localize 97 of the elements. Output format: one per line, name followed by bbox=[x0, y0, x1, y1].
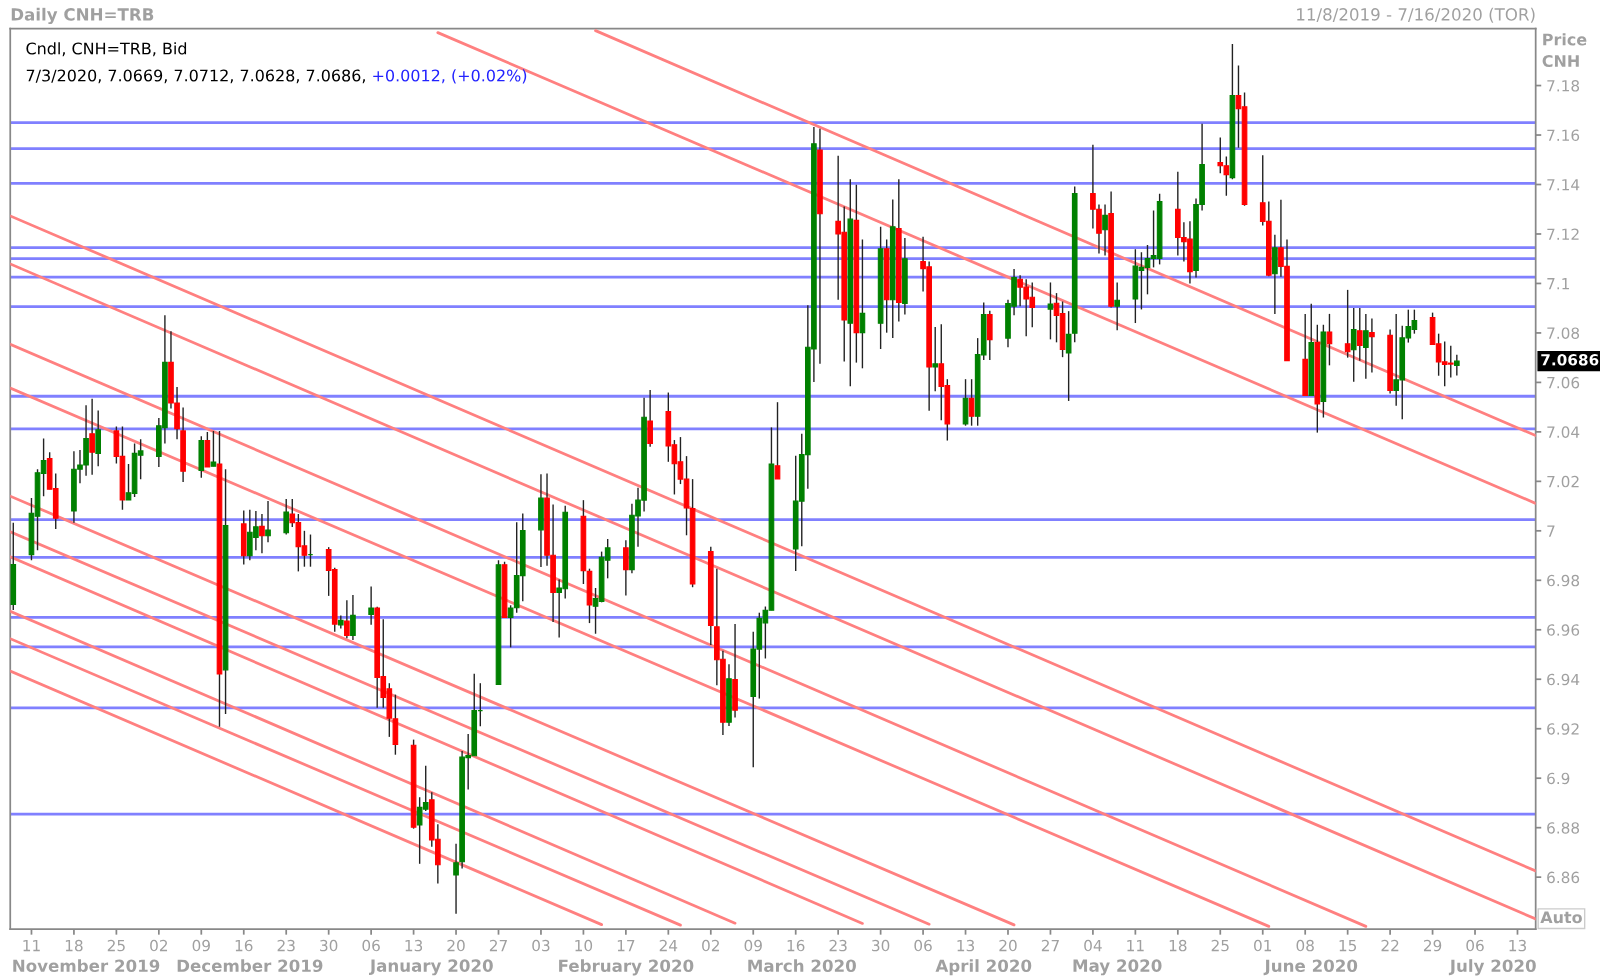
x-tick-label: 16 bbox=[235, 939, 253, 952]
candlestick bbox=[210, 430, 217, 467]
candlestick bbox=[344, 599, 350, 639]
x-tick-label: 30 bbox=[872, 939, 890, 952]
candlestick bbox=[283, 498, 290, 536]
candlestick bbox=[1454, 354, 1460, 377]
y-tick-label: 6.94 bbox=[1547, 673, 1580, 686]
candlestick bbox=[259, 513, 265, 555]
text: Auto bbox=[1540, 911, 1582, 924]
candlestick bbox=[1344, 289, 1351, 359]
candlestick bbox=[774, 401, 781, 480]
y-tick-label: 7.06 bbox=[1547, 376, 1580, 389]
annotation: +0.0012, (+0.02%) bbox=[373, 69, 527, 84]
candlestick bbox=[1350, 307, 1357, 383]
x-tick-label: 10 bbox=[575, 939, 593, 952]
x-tick-label: 23 bbox=[277, 939, 295, 952]
x-tick-label: 25 bbox=[107, 939, 125, 952]
x-tick-label: 25 bbox=[1211, 939, 1229, 952]
x-tick-label: 20 bbox=[447, 939, 465, 952]
x-tick-label: 06 bbox=[914, 939, 932, 952]
x-tick-label: 02 bbox=[702, 939, 719, 952]
y-tick-label: 6.98 bbox=[1547, 574, 1580, 587]
x-tick-label: 29 bbox=[1423, 939, 1442, 952]
chart-title: Daily CNH=TRB bbox=[11, 7, 154, 25]
x2-tick-label: November 2019 bbox=[13, 959, 160, 973]
x-tick-label: 18 bbox=[1169, 939, 1187, 952]
y-tick-label: 7 bbox=[1547, 525, 1555, 537]
annotation: 7/3/2020, 7.0669, 7.0712, 7.0628, 7.0686, bbox=[26, 69, 365, 84]
x-tick-label: 02 bbox=[150, 939, 168, 952]
x-tick-label: 04 bbox=[1084, 939, 1102, 952]
x-tick-label: 30 bbox=[320, 939, 338, 952]
y-tick-label: 6.96 bbox=[1547, 624, 1580, 636]
y-axis-title: Price CNH bbox=[1542, 33, 1587, 68]
y-tick-label: 6.86 bbox=[1547, 871, 1580, 884]
candlestick bbox=[1114, 281, 1120, 331]
x-tick-label: 27 bbox=[489, 939, 507, 952]
x-tick-label: 13 bbox=[957, 939, 975, 952]
candlestick bbox=[1369, 317, 1375, 374]
x-tick-label: 22 bbox=[1381, 939, 1399, 952]
y-tick-label: 7.04 bbox=[1547, 426, 1580, 438]
candlestick bbox=[1326, 313, 1333, 367]
x2-tick-label: January 2020 bbox=[369, 959, 493, 976]
x-tick-label: 09 bbox=[192, 939, 210, 952]
x2-tick-label: December 2019 bbox=[177, 959, 323, 973]
x-tick-label: 15 bbox=[1339, 939, 1357, 952]
y-tick-label: 7.14 bbox=[1547, 179, 1580, 191]
x-tick-label: 06 bbox=[362, 939, 380, 952]
y-tick-label: 7.08 bbox=[1547, 327, 1580, 339]
y-tick-label: 7.16 bbox=[1547, 129, 1580, 142]
candlestick bbox=[95, 409, 102, 467]
candlestick bbox=[968, 378, 975, 427]
x-tick-label: 27 bbox=[1041, 939, 1059, 952]
x-tick-label: 11 bbox=[23, 939, 40, 952]
y-tick-label: 7.18 bbox=[1547, 80, 1580, 92]
candlestick bbox=[265, 500, 271, 543]
y-tick-label: 7.1 bbox=[1547, 278, 1569, 290]
y-tick-label: 6.88 bbox=[1547, 822, 1580, 834]
candlestick bbox=[368, 585, 374, 626]
x2-tick-label: June 2020 bbox=[1263, 959, 1358, 976]
x-tick-label: 08 bbox=[1296, 939, 1314, 952]
x2-tick-label: July 2020 bbox=[1448, 959, 1536, 976]
candlestick bbox=[1363, 313, 1369, 380]
candlestick bbox=[1065, 310, 1072, 402]
x-tick-label: 18 bbox=[65, 939, 83, 952]
y-tick-label: 7.02 bbox=[1547, 475, 1579, 488]
x-tick-label: 17 bbox=[617, 939, 635, 952]
x-tick-label: 01 bbox=[1254, 939, 1272, 952]
candlestick bbox=[932, 326, 939, 393]
x-tick-label: 23 bbox=[829, 939, 847, 952]
x-tick-label: 03 bbox=[532, 939, 550, 952]
annotation: Cndl, CNH=TRB, Bid bbox=[26, 42, 187, 57]
x-tick-label: 13 bbox=[1509, 939, 1526, 952]
x2-tick-label: April 2020 bbox=[935, 959, 1032, 976]
x-tick-label: 06 bbox=[1466, 939, 1484, 952]
candlestick bbox=[859, 238, 866, 369]
x-tick-label: 09 bbox=[744, 939, 762, 952]
candlestick bbox=[89, 398, 95, 476]
x-tick-label: 24 bbox=[659, 939, 678, 952]
x-tick-label: 11 bbox=[1127, 939, 1144, 952]
candlestick bbox=[1356, 307, 1363, 362]
chart-subtitle: 11/8/2019 - 7/16/2020 (TOR) bbox=[1297, 7, 1535, 23]
x-tick-label: 13 bbox=[405, 939, 423, 952]
text: 7.0686 bbox=[1541, 354, 1599, 366]
candlestick bbox=[350, 594, 356, 641]
y-tick-label: 6.92 bbox=[1547, 723, 1579, 735]
candlestick bbox=[647, 389, 653, 448]
x2-tick-label: March 2020 bbox=[748, 959, 856, 973]
x-tick-label: 20 bbox=[999, 939, 1017, 952]
candlestick bbox=[623, 539, 629, 597]
y-tick-label: 7.12 bbox=[1547, 228, 1579, 240]
candlestick bbox=[1047, 281, 1054, 341]
candlestick bbox=[1102, 203, 1108, 257]
x-tick-label: 16 bbox=[787, 939, 805, 952]
x2-tick-label: May 2020 bbox=[1073, 959, 1162, 976]
candlestick bbox=[453, 843, 459, 915]
y-tick-label: 6.9 bbox=[1547, 772, 1570, 785]
x2-tick-label: February 2020 bbox=[559, 959, 694, 976]
